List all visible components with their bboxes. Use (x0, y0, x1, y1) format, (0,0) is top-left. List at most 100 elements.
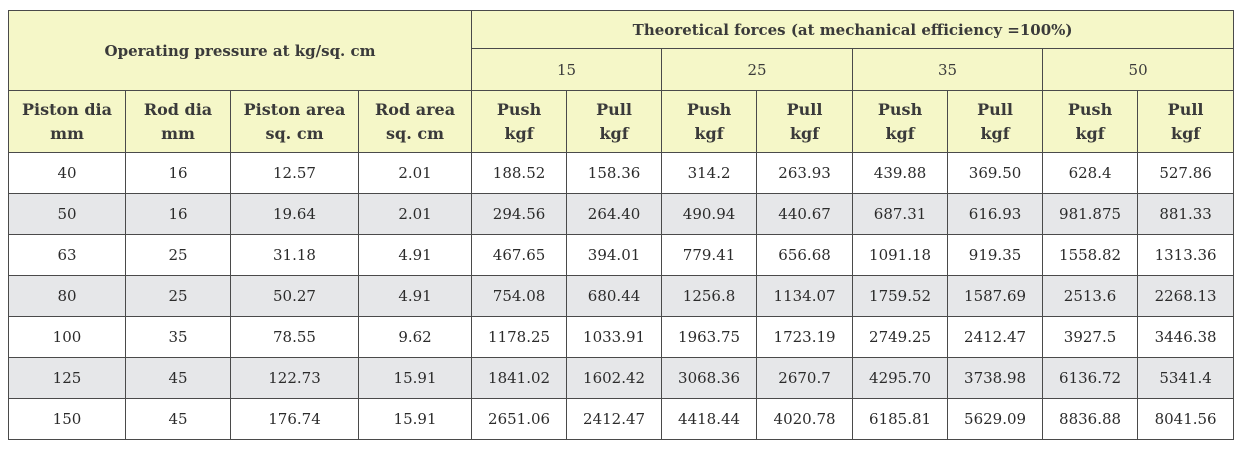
data-cell: 188.52 (471, 152, 568, 194)
cell-value: 8836.88 (1059, 410, 1122, 428)
data-cell: 1963.75 (661, 316, 758, 358)
data-cell: 16 (125, 152, 231, 194)
column-header-row: Piston dia mm Rod dia mm Piston area sq. cm Ro… (8, 90, 1235, 153)
column-header-text: mm (50, 123, 84, 143)
data-cell: 4418.44 (661, 398, 758, 440)
data-cell: 1134.07 (756, 275, 854, 317)
column-header-text: Rod dia (143, 99, 213, 119)
column-header-text: Rod area (374, 99, 456, 119)
data-cell: 2749.25 (852, 316, 949, 358)
data-cell: 25 (125, 275, 231, 317)
data-cell: 5341.4 (1137, 357, 1235, 399)
data-cell: 628.4 (1042, 152, 1139, 194)
column-header-text: kgf (504, 123, 534, 143)
pressure-value: 15 (557, 60, 577, 79)
cell-value: 628.4 (1068, 164, 1112, 182)
data-cell: 1723.19 (756, 316, 854, 358)
data-cell: 2.01 (357, 152, 473, 194)
column-header-text: Push (496, 99, 542, 119)
cell-value: 150 (52, 410, 82, 428)
cell-value: 5341.4 (1159, 369, 1212, 387)
cell-value: 1587.69 (964, 287, 1027, 305)
cell-value: 6136.72 (1059, 369, 1122, 387)
table-body: Operating pressure at kg/sq. cm Theoretic… (7, 10, 1235, 440)
cell-value: 616.93 (968, 205, 1022, 223)
column-header: Rod dia mm (125, 90, 231, 153)
data-cell: 176.74 (230, 398, 359, 440)
cell-value: 1963.75 (678, 328, 741, 346)
cell-value: 2670.7 (778, 369, 831, 387)
column-header-text: Piston area (243, 99, 346, 119)
data-cell: 1313.36 (1137, 234, 1235, 276)
data-cell: 125 (8, 357, 126, 399)
cell-value: 45 (168, 369, 188, 387)
cell-value: 6185.81 (869, 410, 932, 428)
cell-value: 467.65 (492, 246, 546, 264)
data-cell: 467.65 (471, 234, 568, 276)
data-cell: 63 (8, 234, 126, 276)
data-cell: 779.41 (661, 234, 758, 276)
cell-value: 1134.07 (773, 287, 836, 305)
column-header-text: mm (161, 123, 195, 143)
data-cell: 881.33 (1137, 193, 1235, 235)
data-cell: 680.44 (566, 275, 663, 317)
data-cell: 1759.52 (852, 275, 949, 317)
column-header-text: sq. cm (265, 123, 324, 143)
cell-value: 981.875 (1059, 205, 1122, 223)
data-cell: 15.91 (357, 398, 473, 440)
column-header-text: kgf (694, 123, 724, 143)
cell-value: 1841.02 (488, 369, 551, 387)
cell-value: 4.91 (398, 287, 432, 305)
force-table: Operating pressure at kg/sq. cm Theoretic… (7, 10, 1235, 440)
data-cell: 2412.47 (947, 316, 1044, 358)
data-cell: 369.50 (947, 152, 1044, 194)
cell-value: 527.86 (1159, 164, 1212, 182)
group-header-text: Operating pressure at kg/sq. cm (104, 41, 376, 60)
cell-value: 188.52 (492, 164, 546, 182)
column-header-text: sq. cm (386, 123, 445, 143)
column-header-text: Push (1067, 99, 1113, 119)
cell-value: 881.33 (1159, 205, 1212, 223)
data-cell: 2513.6 (1042, 275, 1139, 317)
data-cell: 2670.7 (756, 357, 854, 399)
column-header: Pull kgf (947, 90, 1044, 153)
cell-value: 1759.52 (869, 287, 932, 305)
column-header: Push kgf (1042, 90, 1139, 153)
column-header: Pull kgf (566, 90, 663, 153)
cell-value: 779.41 (682, 246, 736, 264)
data-cell: 45 (125, 357, 231, 399)
data-cell: 1841.02 (471, 357, 568, 399)
cell-value: 78.55 (273, 328, 316, 346)
data-cell: 2412.47 (566, 398, 663, 440)
cell-value: 19.64 (273, 205, 316, 223)
cell-value: 4020.78 (773, 410, 836, 428)
cell-value: 3446.38 (1154, 328, 1217, 346)
data-cell: 19.64 (230, 193, 359, 235)
cell-value: 2412.47 (964, 328, 1027, 346)
cell-value: 394.01 (587, 246, 641, 264)
cell-value: 2651.06 (488, 410, 551, 428)
pressure-header: 25 (661, 48, 854, 91)
data-cell: 4.91 (357, 234, 473, 276)
column-header: Push kgf (471, 90, 568, 153)
pressure-header: 15 (471, 48, 663, 91)
cell-value: 16 (168, 164, 188, 182)
data-cell: 394.01 (566, 234, 663, 276)
column-header: Piston dia mm (8, 90, 126, 153)
data-cell: 1033.91 (566, 316, 663, 358)
data-cell: 5629.09 (947, 398, 1044, 440)
data-row: 63 25 31.18 4.91 467.65 394.01 779.41 656.68 109… (8, 234, 1235, 276)
data-cell: 3068.36 (661, 357, 758, 399)
cell-value: 158.36 (587, 164, 641, 182)
data-cell: 122.73 (230, 357, 359, 399)
column-header-text: Push (686, 99, 732, 119)
cell-value: 1723.19 (773, 328, 836, 346)
column-header-text: Push (877, 99, 923, 119)
data-cell: 981.875 (1042, 193, 1139, 235)
column-header-text: Pull (1167, 99, 1204, 119)
cell-value: 50 (57, 205, 77, 223)
data-cell: 1091.18 (852, 234, 949, 276)
data-cell: 527.86 (1137, 152, 1235, 194)
data-cell: 1602.42 (566, 357, 663, 399)
data-cell: 263.93 (756, 152, 854, 194)
